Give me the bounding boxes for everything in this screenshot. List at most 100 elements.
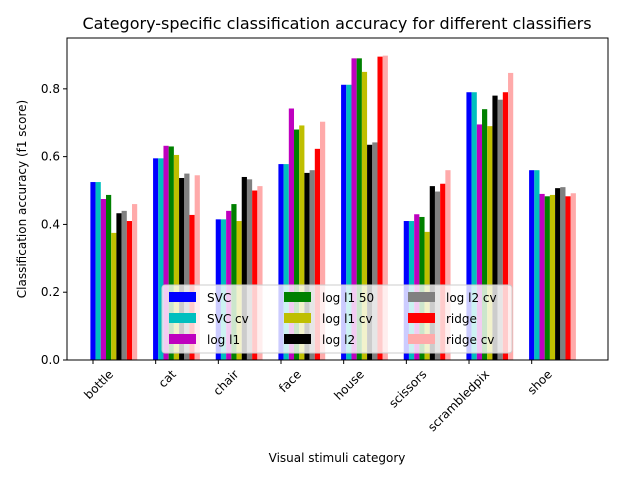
plot-frame (66, 37, 609, 361)
bar-bottle-SVC (90, 182, 96, 360)
bar-shoe-log-l1-cv (549, 194, 556, 360)
legend-swatch (408, 334, 435, 344)
bar-house-ridge-cv (382, 55, 388, 360)
bar-cat-log-l2-cv (184, 173, 190, 360)
bar-cat-log-l1 (163, 145, 169, 360)
y-tick-label: 0.4 (41, 217, 60, 231)
legend-swatch (284, 334, 311, 344)
x-tick-label: chair (210, 367, 241, 398)
bar-bottle-log-l1-cv (111, 232, 117, 360)
bar-scrambledpix-ridge (502, 92, 509, 360)
legend-swatch (169, 334, 196, 344)
bar-face-ridge-cv (320, 121, 326, 360)
bar-face-log-l2 (304, 172, 310, 360)
bar-bottle-log-l1-50 (106, 194, 112, 360)
legend-label: log l2 cv (446, 291, 497, 305)
bar-cat-ridge-cv (194, 175, 200, 360)
bar-shoe-SVC-cv (534, 170, 540, 360)
legend-label: ridge (446, 312, 477, 326)
bar-cat-SVC (153, 158, 159, 360)
legend-swatch (408, 313, 435, 323)
x-tick-label: shoe (525, 367, 555, 397)
x-tick-label: bottle (81, 367, 116, 402)
bar-face-log-l1-50 (294, 129, 300, 360)
bar-scrambledpix-log-l2 (492, 95, 498, 361)
legend-swatch (284, 313, 311, 323)
bar-house-SVC-cv (346, 84, 352, 361)
legend: SVC SVC cv log l1 log l1 50 log l1 cv log l2 l… (161, 284, 513, 354)
x-axis-label: Visual stimuli category (269, 451, 406, 465)
y-tick-label: 0.6 (41, 150, 60, 164)
legend-label: log l1 cv (322, 312, 373, 326)
bar-shoe-log-l1-50 (544, 196, 550, 360)
legend-swatch (169, 292, 196, 302)
legend-swatch (408, 292, 435, 302)
y-axis: 0.0 0.2 0.4 0.6 0.8 (41, 82, 67, 367)
bar-scissors-log-l2-cv (434, 191, 441, 360)
bar-bottle-log-l2 (116, 213, 122, 360)
bar-face-SVC-cv (283, 164, 289, 360)
bar-scrambledpix-SVC (466, 92, 472, 360)
bar-chair-log-l1-50 (231, 204, 237, 360)
bar-bottle-ridge (126, 221, 132, 360)
bar-bottle-ridge-cv (132, 204, 138, 360)
bar-scrambledpix-ridge-cv (508, 72, 514, 360)
bar-cat-SVC-cv (158, 158, 164, 360)
x-tick-label: face (276, 367, 304, 395)
bar-shoe-ridge (565, 196, 571, 360)
bar-shoe-log-l2 (555, 188, 561, 360)
bar-scrambledpix-log-l1-cv (487, 126, 493, 360)
x-tick-label: scrambledpix (425, 367, 492, 434)
x-tick-label: cat (156, 367, 179, 390)
legend-label: log l1 (207, 333, 240, 347)
bar-scrambledpix-log-l1 (476, 124, 483, 361)
bar-scissors-log-l2 (429, 186, 435, 360)
y-tick-label: 0.8 (41, 82, 60, 96)
bar-house-log-l1 (351, 58, 357, 361)
legend-label: SVC cv (207, 312, 249, 326)
legend-label: ridge cv (446, 333, 494, 347)
bar-cat-log-l1-50 (168, 146, 174, 360)
legend-label: log l1 50 (322, 291, 374, 305)
bar-house-log-l1-cv (361, 71, 368, 360)
bar-face-log-l1 (288, 108, 295, 360)
bar-shoe-log-l1 (539, 193, 545, 360)
bar-chair-log-l2 (241, 176, 247, 360)
bar-house-log-l1-50 (356, 58, 362, 361)
bar-house-log-l2 (367, 144, 373, 360)
bar-chair-ridge-cv (257, 186, 263, 360)
bar-bottle-SVC-cv (95, 182, 101, 360)
bar-shoe-ridge-cv (570, 193, 576, 360)
bar-face-log-l2-cv (309, 170, 315, 360)
legend-label: SVC (207, 291, 231, 305)
x-axis: bottle cat chair face house scissorsscrambled… (81, 360, 555, 434)
y-tick-label: 0.2 (41, 285, 60, 299)
chart-title: Category-specific classification accurac… (82, 14, 591, 33)
bar-shoe-log-l2-cv (560, 187, 566, 360)
bar-house-ridge (377, 56, 383, 360)
y-axis-label: Classification accuracy (f1 score) (15, 100, 29, 298)
bar-house-SVC (341, 84, 347, 361)
legend-label: log l2 (322, 333, 355, 347)
bar-scrambledpix-log-l1-50 (482, 109, 488, 361)
legend-swatch (284, 292, 311, 302)
bar-bottle-log-l2-cv (121, 210, 127, 360)
x-tick-label: scissors (386, 367, 429, 410)
bar-shoe-SVC (529, 170, 535, 360)
bar-chair-ridge (252, 190, 258, 360)
bar-house-log-l2-cv (372, 142, 378, 360)
bar-face-SVC (278, 164, 284, 360)
bar-face-ridge (314, 148, 321, 360)
bar-scrambledpix-log-l2-cv (497, 99, 503, 360)
bar-scissors-ridge-cv (445, 170, 451, 360)
bar-scrambledpix-SVC-cv (471, 92, 477, 360)
legend-swatch (169, 313, 196, 323)
y-tick-label: 0.0 (41, 353, 60, 367)
bar-chair-log-l2-cv (246, 179, 253, 360)
bar-cat-log-l2 (179, 177, 185, 360)
bar-face-log-l1-cv (299, 125, 305, 360)
bar-bottle-log-l1 (100, 199, 106, 360)
bar-cat-log-l1-cv (173, 154, 180, 360)
bar-scissors-ridge (440, 183, 446, 360)
x-tick-label: house (331, 367, 366, 402)
